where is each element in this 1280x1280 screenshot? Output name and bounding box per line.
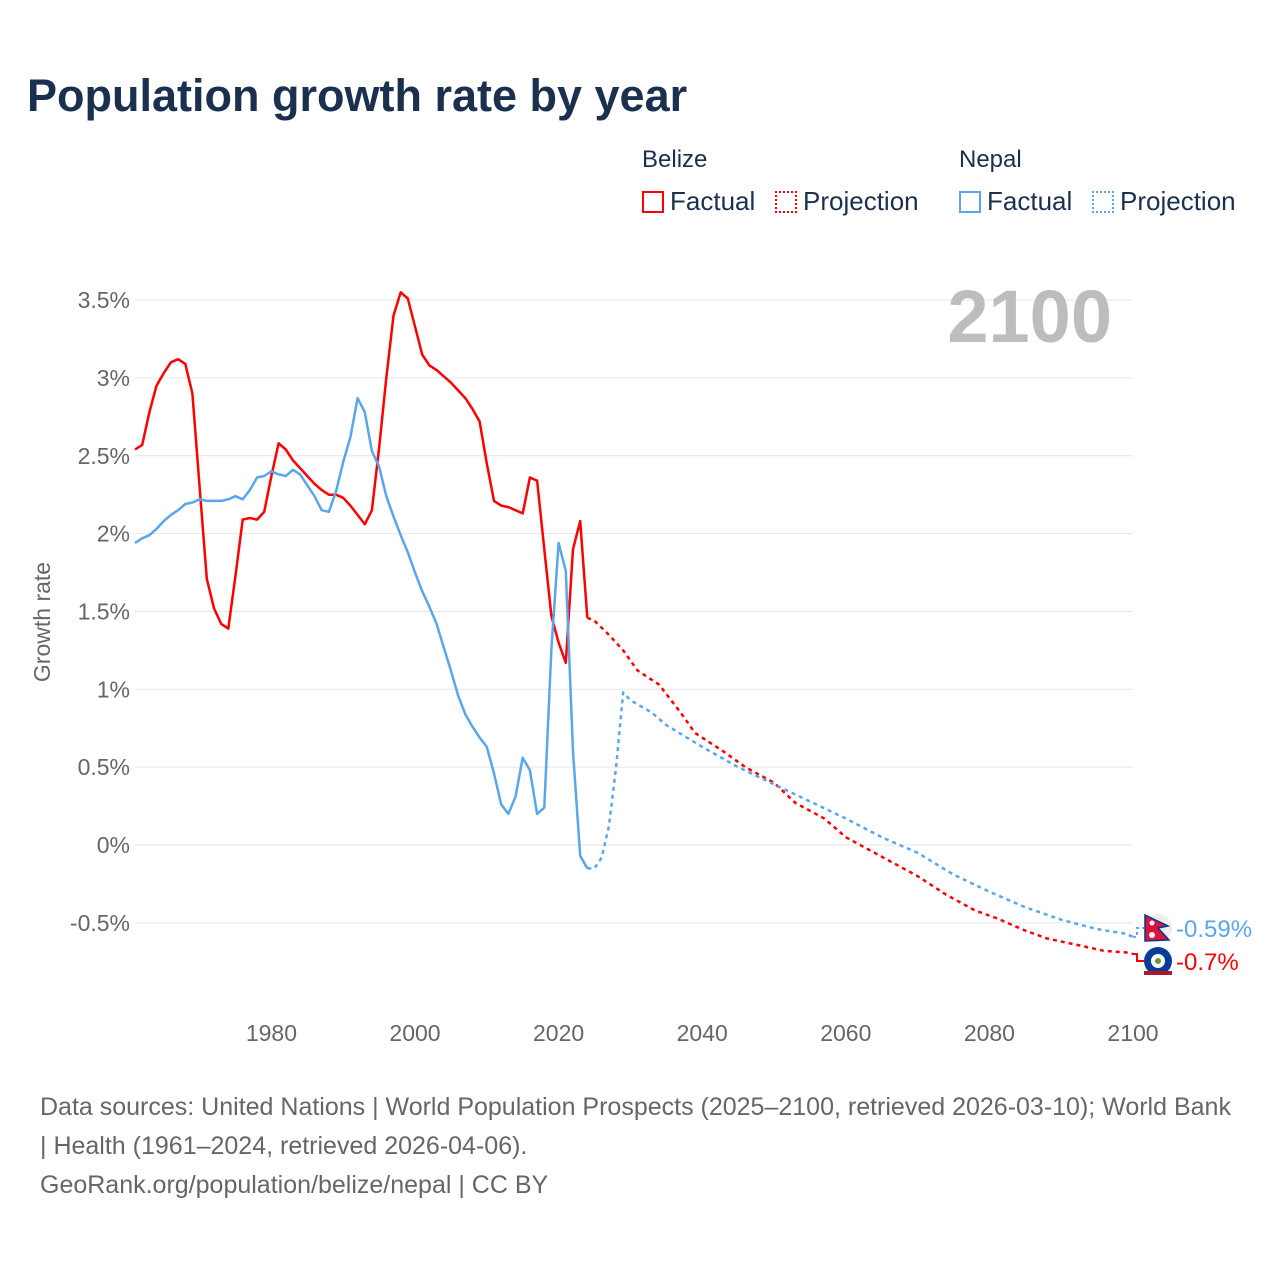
series-line-nepal-projection (587, 691, 1134, 939)
legend-label: Projection (1120, 186, 1236, 216)
label-connector (1133, 927, 1144, 938)
legend-label: Factual (670, 186, 756, 216)
legend-title-nepal: Nepal (959, 146, 1022, 173)
year-overlay: 2100 (947, 275, 1112, 358)
belize-flag-emblem-center (1155, 958, 1161, 964)
x-tick-label: 2080 (964, 1020, 1015, 1046)
y-tick-label: -0.5% (70, 910, 130, 936)
legend-nepal-factual[interactable]: Factual (959, 186, 1072, 217)
series-line-belize-projection (586, 616, 1134, 956)
nepal-flag-sun (1149, 932, 1155, 938)
y-tick-label: 1.5% (78, 598, 130, 624)
x-tick-label: 2000 (389, 1020, 440, 1046)
y-tick-label: 0% (97, 832, 130, 858)
y-tick-label: 1% (97, 676, 130, 702)
legend-nepal-projection[interactable]: Projection (1092, 186, 1236, 217)
data-sources: Data sources: United Nations | World Pop… (40, 1093, 1231, 1160)
footer: Data sources: United Nations | World Pop… (40, 1088, 1240, 1205)
legend-belize-factual[interactable]: Factual (642, 186, 755, 217)
legend-swatch-solid (959, 190, 981, 213)
end-value-label: -0.7% (1176, 949, 1239, 976)
end-value-label: -0.59% (1176, 916, 1252, 943)
y-tick-label: 3.5% (78, 287, 130, 313)
legend-belize-projection[interactable]: Projection (775, 186, 919, 217)
source-link[interactable]: GeoRank.org/population/belize/nepal | CC… (40, 1171, 549, 1199)
x-tick-label: 2040 (677, 1020, 728, 1046)
label-connector (1133, 952, 1144, 962)
nepal-flag-moon (1149, 920, 1155, 926)
y-tick-label: 3% (97, 365, 130, 391)
legend-swatch-dotted (1092, 190, 1114, 213)
legend-label: Projection (803, 186, 919, 216)
legend-title-belize: Belize (642, 146, 708, 173)
legend-swatch-solid (642, 190, 664, 213)
y-tick-label: 2.5% (78, 443, 130, 469)
legend-label: Factual (987, 186, 1073, 216)
line-chart: -0.5% 0% 0.5% 1% 1.5% 2% 2.5% 3% 3.5% 1980 2000 202… (29, 275, 1252, 1046)
series-line-nepal-factual (134, 396, 589, 870)
y-tick-label: 2% (97, 521, 130, 547)
x-tick-label: 2100 (1107, 1020, 1158, 1046)
y-axis-label: Growth rate (29, 562, 55, 682)
x-tick-label: 2020 (533, 1020, 584, 1046)
x-tick-label: 1980 (246, 1020, 297, 1046)
page-title: Population growth rate by year (27, 70, 688, 121)
y-tick-label: 0.5% (78, 754, 130, 780)
legend-swatch-dotted (775, 190, 797, 213)
series-line-belize-factual (134, 291, 589, 665)
x-tick-label: 2060 (820, 1020, 871, 1046)
belize-flag-stripe (1144, 971, 1172, 975)
